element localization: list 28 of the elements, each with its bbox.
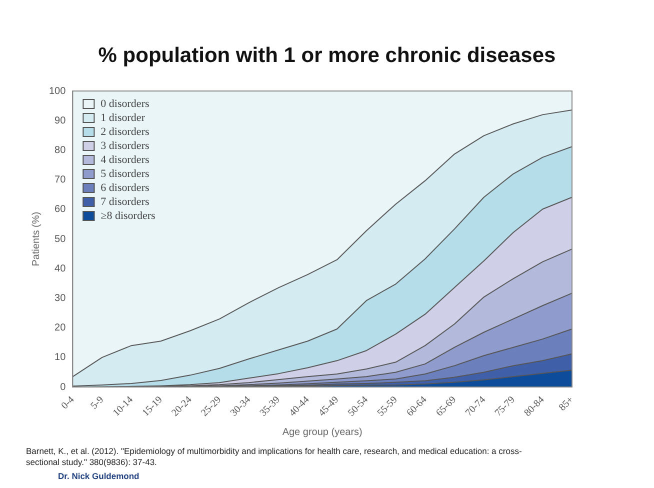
x-tick-label: 85+ [557,394,576,414]
y-tick-label: 60 [54,204,66,216]
y-tick-label: 80 [54,144,66,156]
legend-label: ≥8 disorders [100,210,156,222]
y-axis-title: Patients (%) [30,212,42,266]
legend-label: 4 disorders [100,154,150,166]
y-tick-label: 90 [54,115,66,126]
y-tick-label: 70 [54,174,66,186]
legend-label: 7 disorders [100,196,150,208]
y-tick-label: 0 [60,382,66,393]
text: Barnett, K., et al. (2012). "Epidemiology of multimorbidity and implications for health care, research, and medical education: a cross-sectional study." 380(9836): 37-43. [26,446,523,468]
legend-label: 2 disorders [100,126,150,138]
x-tick-label: 0-4 [59,394,77,412]
x-axis-title: Age group (years) [282,426,362,438]
legend-label: 0 disorders [100,98,150,110]
y-tick-label: 40 [54,263,66,274]
chart-title: % population with 1 or more chronic diseases [97,44,557,68]
legend-label: 5 disorders [100,168,150,180]
legend-label: 1 disorder [100,112,146,124]
y-tick-label: 100 [48,86,66,97]
y-tick-label: 20 [54,322,66,334]
x-tick-label: 5-9 [88,394,106,412]
legend-label: 3 disorders [100,140,150,152]
y-tick-label: 10 [54,352,66,364]
legend-label: 6 disorders [100,182,150,194]
y-tick-label: 30 [54,292,66,304]
y-tick-label: 50 [54,234,66,245]
text: Dr. Nick Guldemond [58,471,140,481]
